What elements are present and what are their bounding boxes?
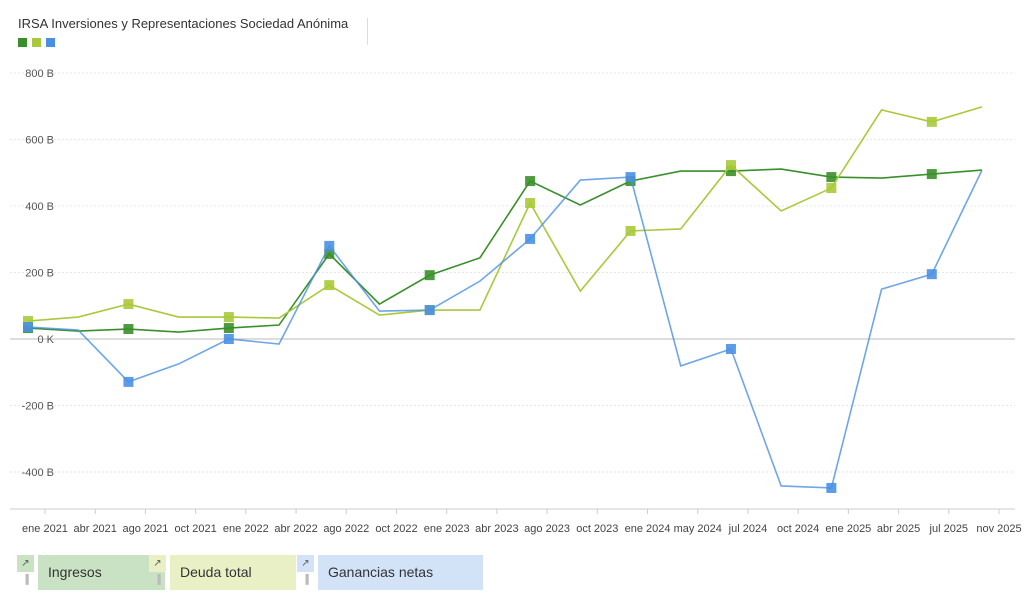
y-tick-label: 400 B xyxy=(25,201,54,213)
line-chart: 800 B 600 B 400 B 200 B 0 K -200 B -400 B ene 2… xyxy=(10,68,1022,535)
x-tick-label: ago 2022 xyxy=(323,523,369,535)
data-point-0 xyxy=(123,324,134,335)
data-point-1 xyxy=(725,160,736,171)
x-tick-label: ago 2021 xyxy=(122,523,168,535)
x-tick-label: ago 2023 xyxy=(524,523,570,535)
legend-item[interactable]: ↗ ▐ Ganancias netas xyxy=(297,555,483,590)
data-point-2 xyxy=(324,240,335,251)
data-point-2 xyxy=(23,322,33,333)
x-tick-label: jul 2024 xyxy=(728,523,768,535)
data-point-1 xyxy=(525,198,536,209)
data-point-0 xyxy=(826,172,837,183)
data-point-1 xyxy=(926,116,937,127)
x-tick-label: abr 2025 xyxy=(877,523,920,535)
y-tick-label: 0 K xyxy=(37,334,54,346)
x-tick-label: ene 2021 xyxy=(22,523,68,535)
data-point-1 xyxy=(23,316,33,327)
y-tick-label: 200 B xyxy=(25,268,54,280)
x-tick-label: oct 2021 xyxy=(175,523,217,535)
x-tick-label: ene 2024 xyxy=(625,523,671,535)
series-line-1 xyxy=(27,106,983,322)
x-tick-label: may 2024 xyxy=(674,523,722,535)
divider xyxy=(367,18,368,45)
series-line-0 xyxy=(27,168,983,333)
x-tick-label: nov 2025 xyxy=(976,523,1021,535)
data-point-2 xyxy=(424,305,435,316)
bar-chart-icon[interactable]: ▐ xyxy=(154,574,161,584)
data-point-2 xyxy=(123,376,134,387)
legend-label[interactable]: Ganancias netas xyxy=(318,555,483,590)
y-tick-label: 800 B xyxy=(25,68,54,80)
x-tick-label: abr 2021 xyxy=(73,523,116,535)
legend-label[interactable]: Deuda total xyxy=(170,555,296,590)
bar-chart-icon[interactable]: ▐ xyxy=(22,574,29,584)
x-tick-label: oct 2023 xyxy=(576,523,618,535)
data-point-1 xyxy=(826,183,837,194)
line-chart-icon[interactable]: ↗ xyxy=(17,555,34,572)
data-point-0 xyxy=(424,270,435,281)
y-tick-label: -200 B xyxy=(22,401,54,413)
data-point-2 xyxy=(625,172,636,183)
legend-item[interactable]: ↗ ▐ Ingresos xyxy=(17,555,165,590)
data-point-0 xyxy=(926,169,937,180)
data-point-0 xyxy=(324,248,335,259)
x-tick-label: abr 2023 xyxy=(475,523,518,535)
data-point-1 xyxy=(123,299,134,310)
bar-chart-icon[interactable]: ▐ xyxy=(302,574,309,584)
legend-item[interactable]: ↗ ▐ Deuda total xyxy=(149,555,296,590)
line-chart-icon[interactable]: ↗ xyxy=(297,555,314,572)
data-point-1 xyxy=(625,225,636,236)
data-point-0 xyxy=(525,176,536,187)
y-tick-label: 600 B xyxy=(25,135,54,147)
data-point-2 xyxy=(223,334,234,344)
series-swatch-ganancias xyxy=(46,38,55,47)
data-point-1 xyxy=(324,280,335,291)
chart-title: IRSA Inversiones y Representaciones Soci… xyxy=(18,16,349,31)
x-tick-label: abr 2022 xyxy=(274,523,317,535)
data-point-1 xyxy=(223,312,234,323)
data-point-2 xyxy=(725,343,736,354)
x-tick-label: jul 2025 xyxy=(929,523,969,535)
line-chart-icon[interactable]: ↗ xyxy=(149,555,166,572)
y-tick-label: -400 B xyxy=(22,467,54,479)
data-point-0 xyxy=(725,166,736,177)
data-point-2 xyxy=(826,482,837,493)
x-tick-label: ene 2025 xyxy=(825,523,871,535)
data-point-2 xyxy=(926,269,937,280)
x-tick-label: ene 2022 xyxy=(223,523,269,535)
series-swatch-deuda xyxy=(32,38,41,47)
x-tick-label: oct 2024 xyxy=(777,523,819,535)
legend-label[interactable]: Ingresos xyxy=(38,555,165,590)
series-swatch-ingresos xyxy=(18,38,27,47)
data-point-0 xyxy=(223,323,234,334)
data-point-2 xyxy=(525,233,536,244)
series-line-2 xyxy=(27,169,983,489)
x-tick-label: ene 2023 xyxy=(424,523,470,535)
x-tick-label: oct 2022 xyxy=(375,523,417,535)
